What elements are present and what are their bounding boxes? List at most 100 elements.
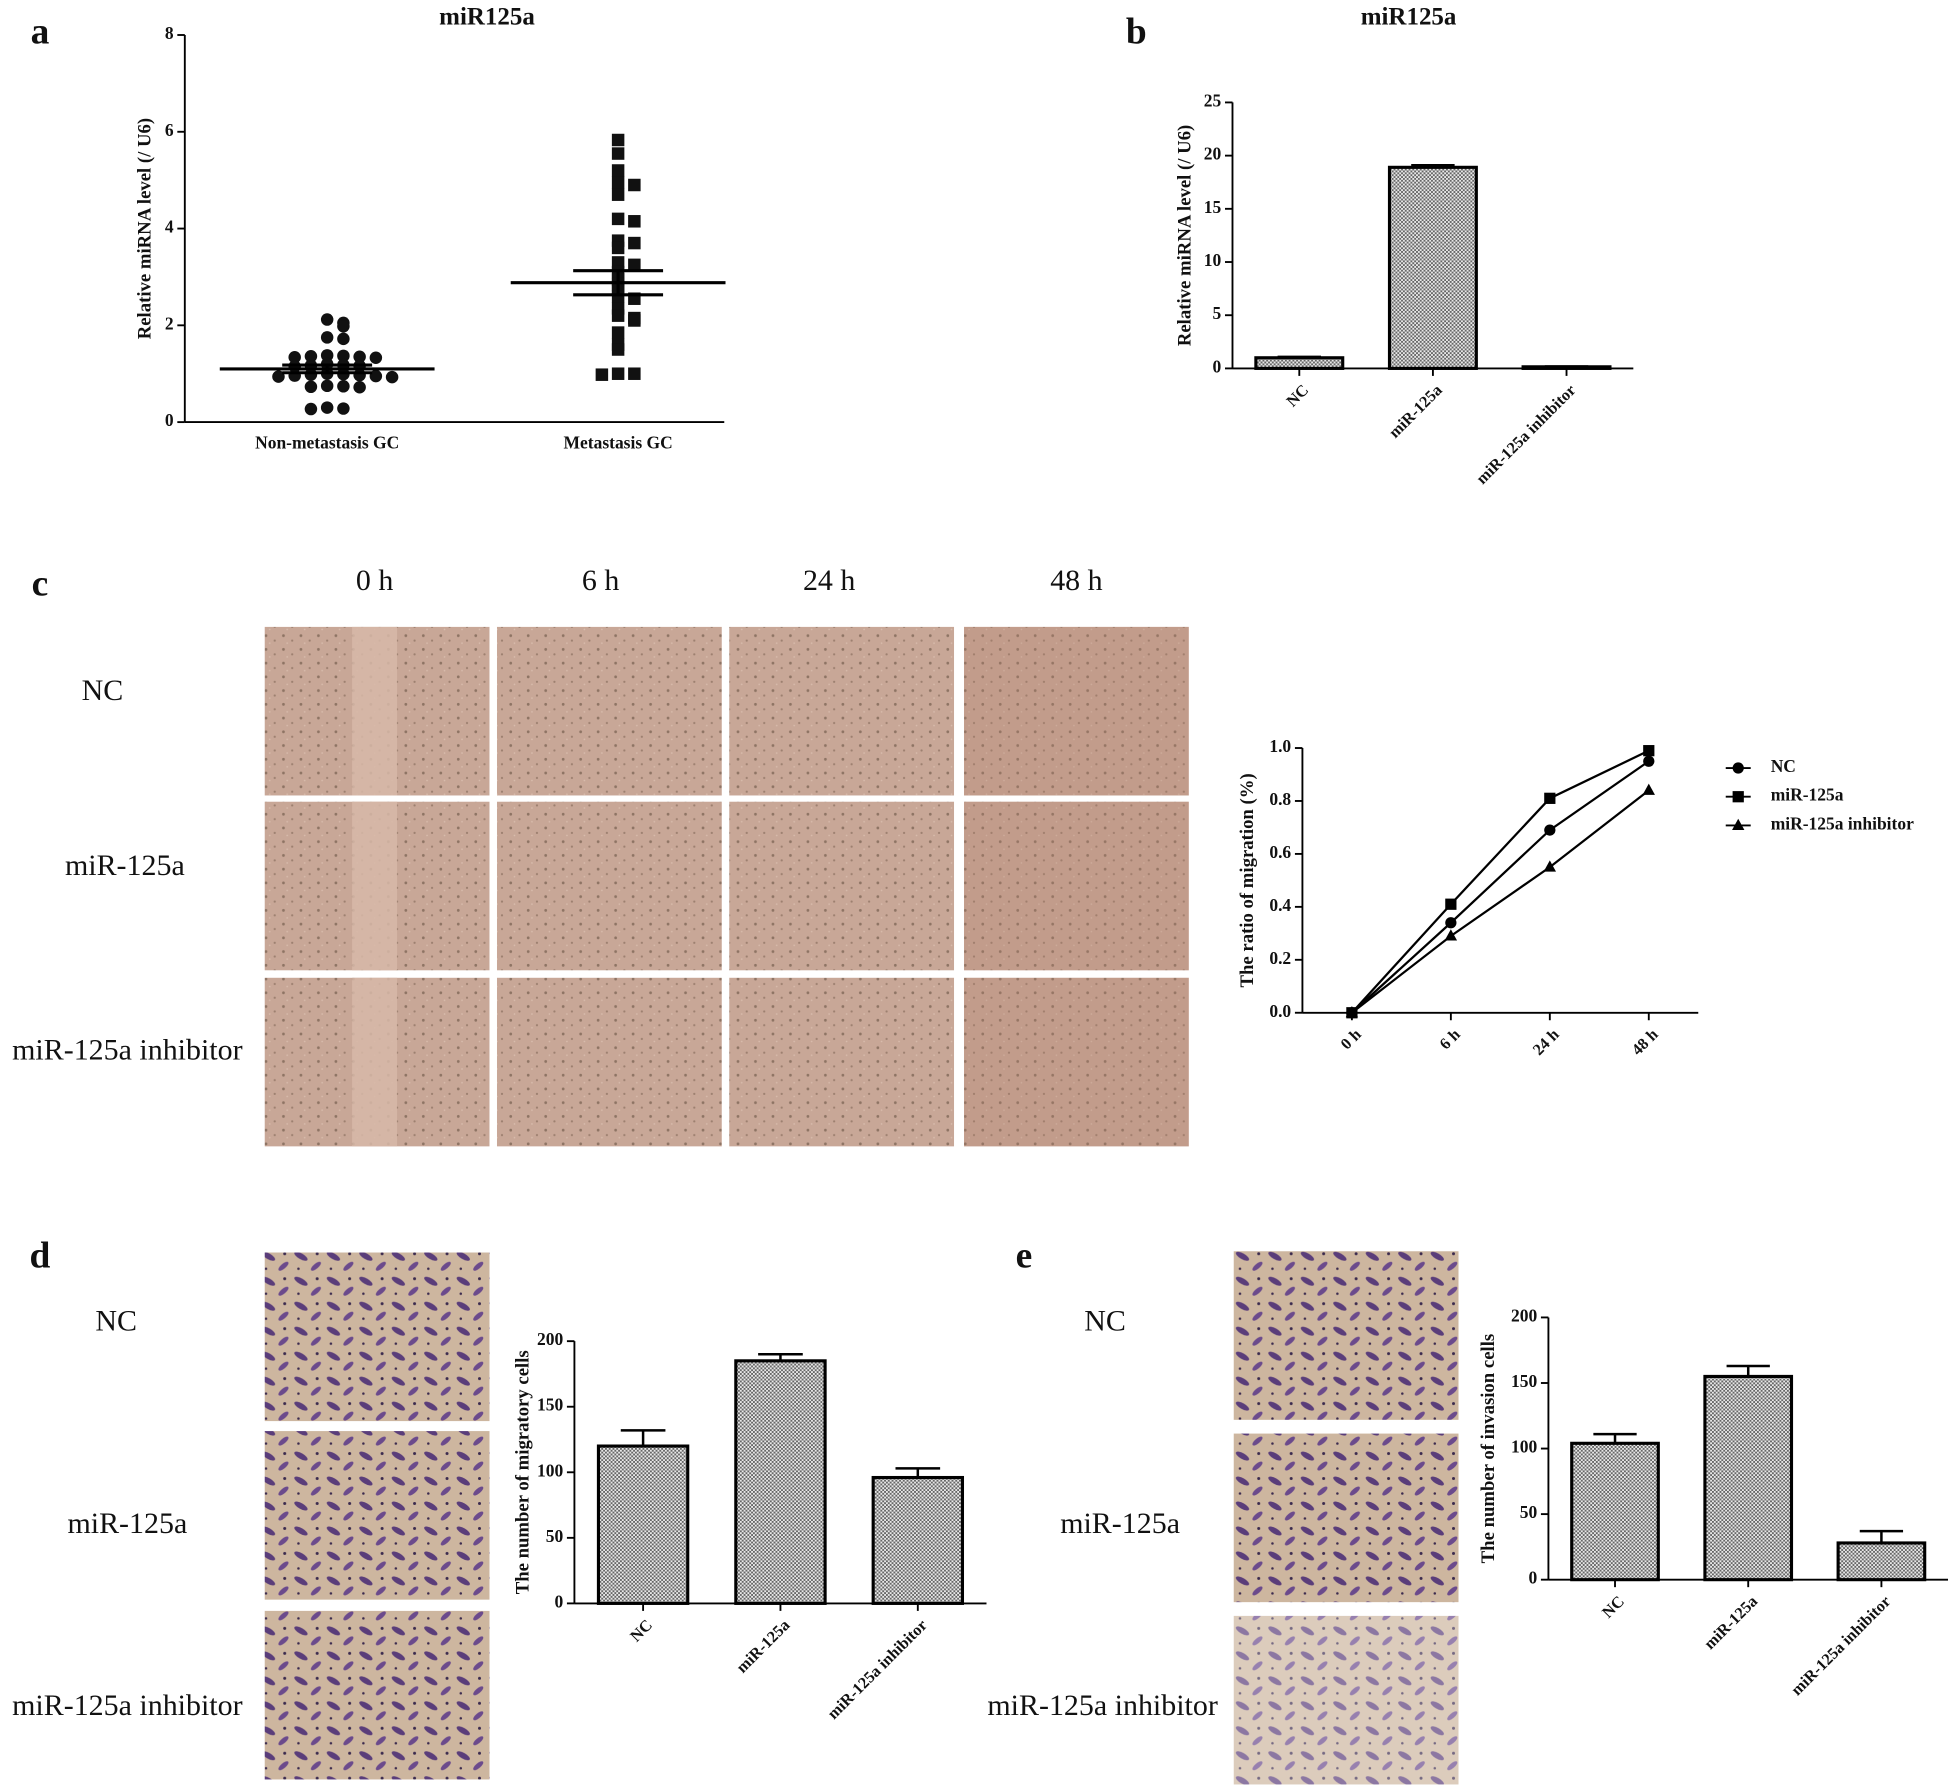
data-point	[1345, 1006, 1359, 1018]
panel-label: a	[31, 12, 50, 53]
micrograph	[264, 1431, 490, 1600]
data-point	[611, 164, 625, 177]
micrograph	[1233, 1433, 1459, 1603]
time-label: 0 h	[356, 564, 393, 597]
error-bar	[1726, 1364, 1770, 1377]
error-bar	[573, 269, 664, 297]
micrograph	[1233, 1615, 1459, 1785]
y-axis-label: Relative miRNA level (/ U6)	[134, 118, 155, 339]
row-label: miR-125a	[1060, 1507, 1180, 1540]
data-point	[1445, 917, 1457, 929]
y-tick-label: 2	[165, 313, 174, 333]
x-tick-label: NC	[627, 1616, 656, 1645]
x-tick-label: NC	[1283, 381, 1312, 410]
chart-title: miR125a	[439, 4, 535, 31]
micrograph	[729, 977, 955, 1147]
error-bar	[282, 363, 373, 375]
data-point	[1544, 824, 1556, 836]
row-label: NC	[1084, 1305, 1126, 1338]
legend-marker	[1732, 818, 1745, 830]
y-tick-label: 200	[537, 1329, 563, 1349]
error-bar	[620, 1429, 666, 1447]
y-tick-label: 0.8	[1269, 789, 1291, 809]
data-point	[369, 369, 383, 383]
series-line	[1351, 760, 1650, 1014]
data-point	[320, 331, 334, 344]
data-point	[595, 368, 609, 381]
bar	[734, 1359, 827, 1605]
data-point	[611, 212, 625, 226]
series-line	[1351, 789, 1650, 1014]
data-point	[1642, 783, 1655, 795]
y-tick-label: 0.0	[1269, 1001, 1291, 1021]
y-tick-label: 100	[1511, 1437, 1537, 1457]
data-point	[611, 176, 625, 189]
micrograph	[964, 801, 1189, 971]
x-tick-label: 48 h	[1628, 1025, 1661, 1058]
data-point	[369, 351, 383, 364]
row-label: miR-125a inhibitor	[12, 1689, 242, 1722]
data-point	[611, 188, 625, 201]
y-tick-label: 0	[1213, 356, 1222, 376]
panel-label: e	[1016, 1235, 1033, 1276]
micrograph	[1233, 1251, 1459, 1420]
legend-label: miR-125a	[1771, 785, 1844, 805]
y-tick-label: 10	[1204, 250, 1222, 270]
error-bar	[1859, 1529, 1904, 1543]
data-point	[337, 349, 350, 363]
data-point	[304, 402, 318, 416]
micrograph	[496, 801, 722, 971]
data-point	[1445, 898, 1457, 910]
data-point	[304, 350, 318, 363]
bar	[1836, 1541, 1927, 1582]
legend-label: NC	[1771, 756, 1796, 776]
x-tick-label: NC	[1599, 1592, 1628, 1621]
data-point	[320, 401, 334, 414]
panel-label: b	[1126, 12, 1147, 53]
data-point	[628, 236, 641, 250]
legend-label: miR-125a inhibitor	[1771, 813, 1914, 833]
panel-label: c	[32, 564, 49, 605]
y-tick-label: 8	[165, 23, 174, 43]
panel-label: d	[30, 1235, 51, 1276]
row-label: NC	[95, 1305, 137, 1338]
x-tick-label: 6 h	[1436, 1025, 1464, 1053]
data-point	[320, 313, 334, 326]
y-tick-label: 0.2	[1269, 948, 1291, 968]
row-label: miR-125a	[65, 849, 185, 882]
y-tick-label: 25	[1204, 90, 1222, 110]
y-tick-label: 0	[1528, 1568, 1537, 1588]
y-tick-label: 50	[546, 1526, 564, 1546]
data-point	[1444, 929, 1458, 941]
row-label: miR-125a inhibitor	[987, 1689, 1217, 1722]
tint	[964, 977, 1189, 1147]
micrograph	[964, 977, 1189, 1147]
micrograph	[964, 626, 1189, 796]
micrograph	[496, 626, 722, 796]
data-point	[611, 147, 625, 160]
data-point	[611, 133, 625, 147]
data-point	[628, 258, 641, 272]
tint	[964, 801, 1189, 971]
x-tick-label: miR-125a inhibitor	[824, 1616, 931, 1723]
bar	[596, 1444, 690, 1605]
row-label: miR-125a	[67, 1507, 187, 1540]
y-tick-label: 6	[165, 120, 174, 140]
wound-gap	[352, 801, 398, 971]
data-point	[628, 367, 641, 380]
x-tick-label: miR-125a	[1701, 1592, 1762, 1653]
data-point	[628, 178, 641, 192]
data-point	[272, 370, 285, 383]
data-point	[304, 380, 318, 394]
data-point	[288, 351, 301, 364]
series-line	[1351, 749, 1650, 1014]
data-point	[611, 326, 625, 339]
time-label: 24 h	[803, 564, 855, 597]
data-point	[611, 256, 625, 269]
y-tick-label: 1.0	[1269, 736, 1291, 756]
bar	[1570, 1441, 1660, 1582]
y-tick-label: 0.4	[1269, 895, 1291, 915]
micrograph	[264, 1610, 490, 1780]
x-tick-label: 0 h	[1337, 1025, 1365, 1053]
